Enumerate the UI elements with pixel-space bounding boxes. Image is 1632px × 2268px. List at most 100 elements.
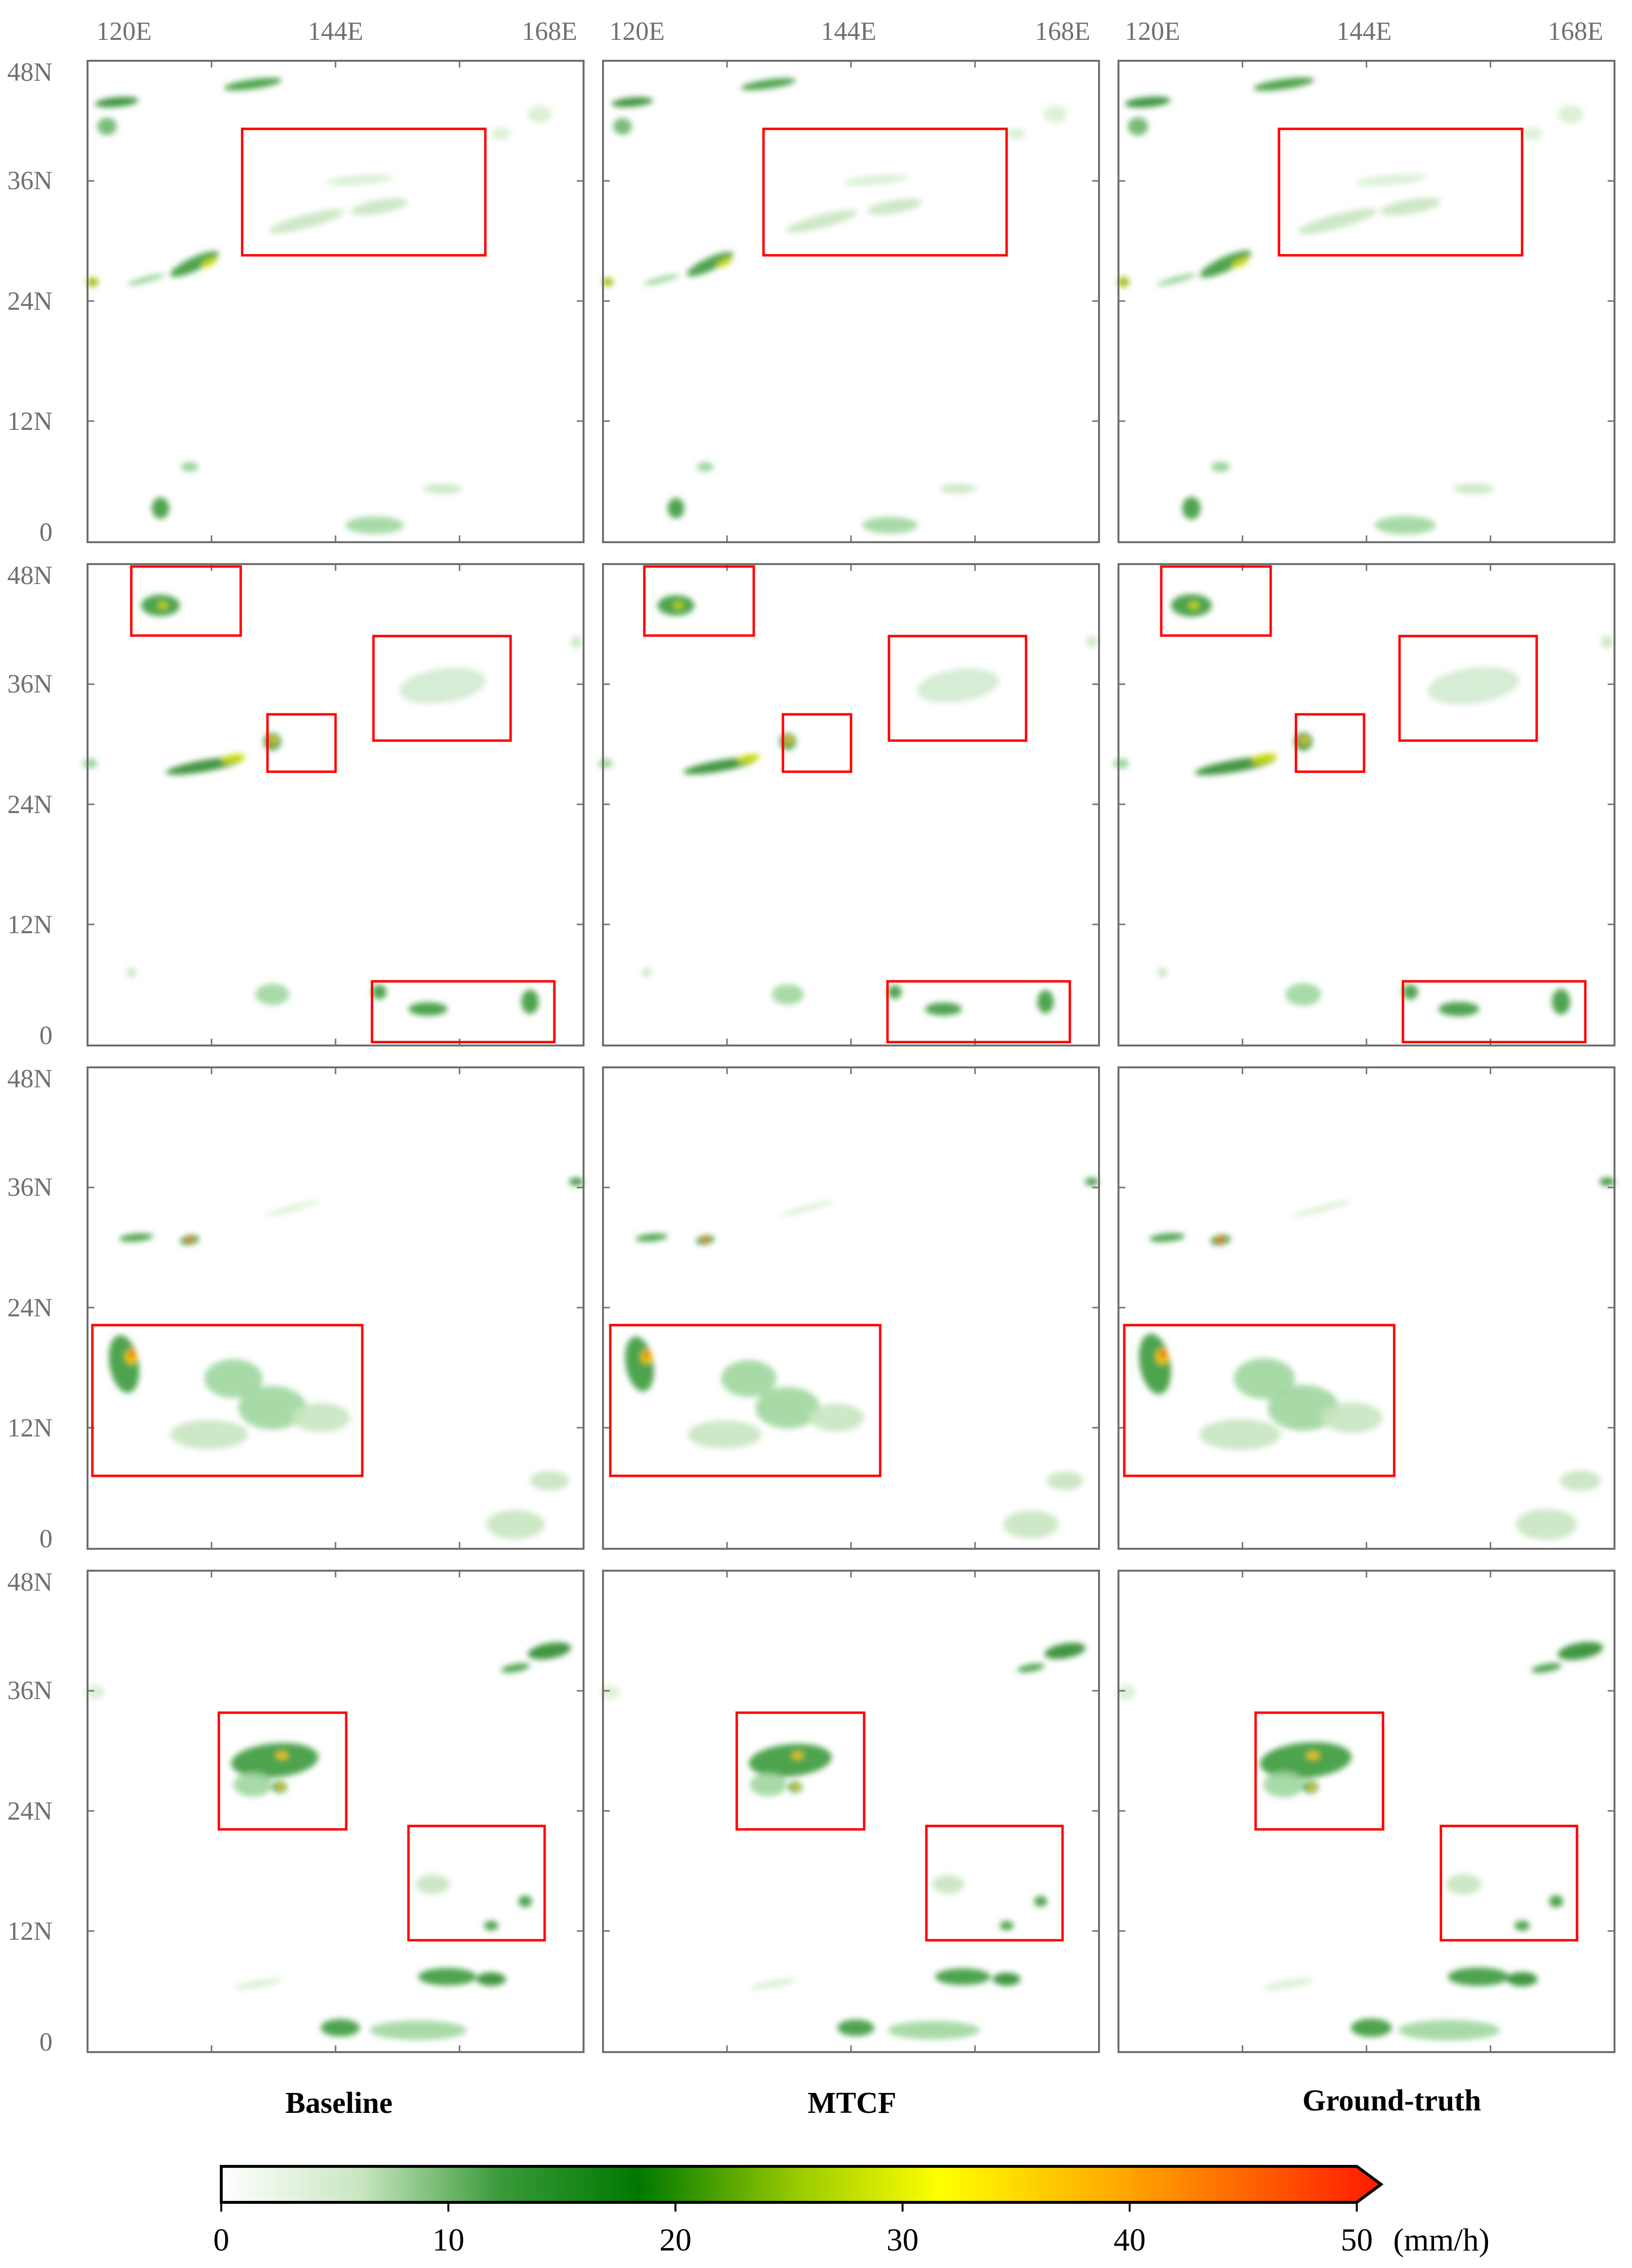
precip-patch — [696, 462, 714, 472]
precip-patch — [484, 1921, 498, 1931]
precip-patch — [1217, 1236, 1224, 1243]
precip-patch — [862, 516, 918, 534]
highlight-box — [407, 1825, 546, 1942]
precipitation-field — [83, 595, 582, 1016]
precip-patch — [792, 1752, 803, 1759]
precip-patch — [528, 106, 552, 123]
precip-patch — [119, 1233, 153, 1242]
precip-patch — [1252, 753, 1277, 764]
panel-r1-baseline — [87, 60, 585, 543]
precip-patch — [486, 1510, 545, 1539]
precip-patch — [1259, 1742, 1352, 1779]
precip-patch — [1200, 250, 1251, 278]
precip-patch — [126, 968, 136, 977]
highlight-box — [1295, 713, 1366, 773]
panel-r4-mtcf — [601, 1570, 1100, 2053]
precip-patch — [350, 198, 408, 215]
precipitation-field — [625, 1178, 1099, 1539]
precip-patch — [887, 2021, 980, 2039]
precip-patch — [127, 274, 165, 285]
precip-patch — [83, 759, 97, 768]
panel-background — [1118, 564, 1614, 1045]
panel-background — [88, 1571, 584, 2052]
precip-patch — [518, 1896, 532, 1907]
lat-label-r1-48: 48N — [7, 57, 53, 87]
precip-patch — [674, 602, 683, 609]
precip-patch — [1307, 1752, 1319, 1759]
panel-background — [603, 564, 1099, 1045]
precip-patch — [85, 1685, 105, 1700]
precip-patch — [326, 174, 394, 186]
lat-label-r1-0: 0 — [39, 517, 53, 547]
precip-patch — [95, 97, 139, 107]
highlight-box — [217, 1711, 348, 1831]
lon-label-c1-144: 144E — [308, 17, 363, 46]
precipitation-field — [85, 1642, 571, 2040]
lon-label-c2-168: 168E — [1035, 17, 1090, 46]
highlight-box — [1439, 1825, 1579, 1942]
lon-label-c3-168: 168E — [1548, 17, 1603, 46]
highlight-box — [781, 713, 852, 773]
precip-patch — [186, 1237, 193, 1242]
precip-patch — [887, 985, 902, 999]
precip-patch — [255, 984, 289, 1005]
colorbar-unit: (mm/h) — [1393, 2222, 1490, 2258]
precip-patch — [129, 1351, 135, 1358]
lon-label-c1-120: 120E — [96, 17, 152, 46]
precip-patch — [932, 1875, 965, 1894]
panel-frame — [1118, 1066, 1615, 1550]
precip-patch — [611, 97, 653, 107]
precip-patch — [688, 1420, 762, 1449]
precipitation-field — [87, 78, 552, 534]
precip-patch — [750, 1978, 796, 1990]
panel-frame — [1118, 60, 1615, 543]
panel-r3-ground-truth — [1118, 1066, 1615, 1550]
precip-patch — [1293, 1200, 1352, 1217]
precip-patch — [528, 1642, 571, 1660]
lat-label-r3-12: 12N — [7, 1413, 53, 1442]
lon-label-c3-120: 120E — [1125, 17, 1180, 46]
precip-patch — [1300, 736, 1308, 744]
precip-patch — [1157, 967, 1168, 978]
highlight-box — [1160, 565, 1272, 637]
panel-r2-baseline — [83, 563, 585, 1046]
precip-patch — [268, 209, 344, 233]
lat-labels: 48N 36N 24N 12N 0 48N 36N 24N 12N 0 48N … — [7, 57, 53, 2056]
lat-label-r1-24: 24N — [7, 286, 53, 316]
precip-patch — [530, 1471, 569, 1490]
precip-patch — [1234, 1358, 1295, 1399]
precip-patch — [423, 484, 462, 494]
colorbar-label-30: 30 — [887, 2222, 919, 2258]
lat-label-r4-0: 0 — [39, 2027, 53, 2056]
precip-patch — [721, 1360, 777, 1397]
lon-label-c1-168: 168E — [522, 17, 577, 46]
highlight-box — [1277, 127, 1524, 257]
highlight-box — [1398, 635, 1538, 742]
precip-patch — [1128, 117, 1148, 136]
panel-frame — [602, 563, 1100, 1046]
precip-patch — [1380, 197, 1441, 216]
panel-r2-mtcf — [598, 563, 1100, 1046]
highlight-box — [887, 635, 1028, 742]
precip-patch — [1308, 1784, 1315, 1790]
precip-patch — [843, 174, 908, 186]
precipitation-field — [598, 595, 1098, 1016]
panel-r3-mtcf — [602, 1066, 1100, 1550]
precip-patch — [867, 198, 922, 215]
precip-patch — [221, 753, 246, 764]
precip-patch — [1522, 127, 1542, 140]
column-title-mtcf: MTCF — [808, 2087, 897, 2120]
colorbar-label-50: 50 — [1341, 2222, 1373, 2258]
precip-patch — [645, 1351, 651, 1358]
highlight-box — [1254, 1711, 1384, 1831]
lat-label-r4-48: 48N — [7, 1567, 53, 1596]
precip-patch — [233, 1978, 282, 1990]
panel-frame — [1118, 563, 1615, 1046]
precip-patch — [170, 1420, 248, 1449]
precip-patch — [1558, 1642, 1603, 1660]
precip-patch — [1034, 1896, 1047, 1907]
precip-patch — [372, 985, 387, 999]
precip-patch — [408, 1002, 447, 1016]
precip-patch — [1139, 1333, 1171, 1395]
highlight-box — [643, 565, 755, 637]
